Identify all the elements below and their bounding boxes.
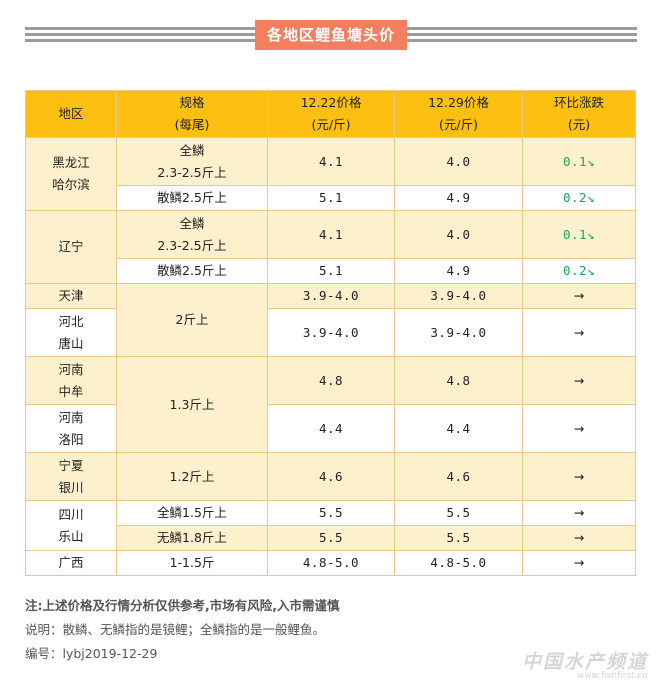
price-cell: 4.0 — [394, 210, 523, 259]
table-row: 河南 中牟 1.3斤上 4.8 4.8 → — [25, 356, 636, 453]
region-cell: 四川 乐山 — [25, 500, 117, 551]
region-cell: 广西 — [25, 550, 117, 576]
spec-cell: 1.3斤上 — [116, 356, 268, 453]
region-cell: 宁夏 银川 — [25, 452, 117, 501]
price-cell: 4.9 — [394, 258, 523, 284]
price-cell: 5.5 — [394, 500, 523, 526]
price-cell: 5.5 — [267, 500, 395, 526]
change-cell: → — [522, 452, 636, 501]
price-cell: 4.4 — [267, 404, 395, 453]
watermark-url: www.fishfirst.cn — [576, 671, 648, 681]
region-cell: 辽宁 — [25, 210, 117, 284]
price-cell: 3.9-4.0 — [267, 283, 395, 309]
serial-number: 编号：lybj2019-12-29 — [25, 646, 158, 661]
change-cell: → — [522, 500, 636, 526]
spec-cell: 散鳞2.5斤上 — [116, 258, 268, 284]
price-cell: 4.8-5.0 — [267, 550, 395, 576]
price-cell: 5.5 — [394, 525, 523, 551]
table-row: 广西 1-1.5斤 4.8-5.0 4.8-5.0 → — [25, 550, 636, 576]
table-row: 河南 洛阳 4.4 4.4 → — [25, 404, 636, 453]
table-header-row: 地区 规格 (每尾) 12.22价格 (元/斤) 12.29价格 (元/斤) 环比涨跌… — [25, 90, 636, 138]
page-title: 各地区鲤鱼塘头价 — [255, 20, 407, 50]
price-cell: 3.9-4.0 — [394, 308, 523, 357]
header-change: 环比涨跌 (元) — [522, 90, 636, 138]
disclaimer-note: 注:上述价格及行情分析仅供参考,市场有风险,入市需谨慎 — [25, 598, 340, 613]
region-cell: 黑龙江 哈尔滨 — [25, 137, 117, 211]
table-row: 四川 乐山 全鳞1.5斤上 5.5 5.5 → — [25, 500, 636, 551]
price-cell: 3.9-4.0 — [267, 308, 395, 357]
header-price-1222: 12.22价格 (元/斤) — [267, 90, 395, 138]
table-row: 散鳞2.5斤上 5.1 4.9 0.2↘ — [26, 258, 636, 284]
price-cell: 4.9 — [394, 185, 523, 211]
price-cell: 5.1 — [267, 258, 395, 284]
price-cell: 4.4 — [394, 404, 523, 453]
header-spec: 规格 (每尾) — [116, 90, 268, 138]
table-row: 宁夏 银川 1.2斤上 4.6 4.6 → — [25, 452, 636, 501]
change-cell: 0.2↘ — [522, 185, 636, 211]
change-cell: 0.1↘ — [522, 137, 636, 186]
spec-cell: 全鳞 2.3-2.5斤上 — [116, 137, 268, 186]
spec-cell: 散鳞2.5斤上 — [116, 185, 268, 211]
table-row: 天津 2斤上 3.9-4.0 3.9-4.0 → — [25, 283, 636, 357]
price-cell: 5.1 — [267, 185, 395, 211]
change-cell: → — [522, 308, 636, 357]
price-cell: 4.8 — [267, 356, 395, 405]
price-cell: 3.9-4.0 — [394, 283, 523, 309]
price-cell: 4.6 — [267, 452, 395, 501]
table-row: 黑龙江 哈尔滨 全鳞 2.3-2.5斤上 4.1 4.0 0.1↘ — [25, 137, 636, 211]
change-cell: 0.2↘ — [522, 258, 636, 284]
price-table: 地区 规格 (每尾) 12.22价格 (元/斤) 12.29价格 (元/斤) 环比涨跌… — [25, 90, 636, 576]
change-cell: → — [522, 525, 636, 551]
region-cell: 河南 中牟 — [25, 356, 117, 405]
table-row: 散鳞2.5斤上 5.1 4.9 0.2↘ — [26, 185, 636, 211]
watermark: 中国水产频道 www.fishfirst.cn — [522, 647, 648, 681]
region-cell: 河北 唐山 — [25, 308, 117, 357]
change-cell: 0.1↘ — [522, 210, 636, 259]
spec-cell: 1.2斤上 — [116, 452, 268, 501]
price-cell: 4.0 — [394, 137, 523, 186]
price-cell: 4.1 — [267, 210, 395, 259]
table-row: 河北 唐山 3.9-4.0 3.9-4.0 → — [25, 308, 636, 357]
spec-cell: 1-1.5斤 — [116, 550, 268, 576]
header-price-1229: 12.29价格 (元/斤) — [394, 90, 523, 138]
price-cell: 4.6 — [394, 452, 523, 501]
price-cell: 4.1 — [267, 137, 395, 186]
change-cell: → — [522, 356, 636, 405]
table-row: 无鳞1.8斤上 5.5 5.5 → — [26, 525, 636, 551]
change-cell: → — [522, 550, 636, 576]
change-cell: → — [522, 283, 636, 309]
price-cell: 4.8-5.0 — [394, 550, 523, 576]
region-cell: 河南 洛阳 — [25, 404, 117, 453]
notes: 注:上述价格及行情分析仅供参考,市场有风险,入市需谨慎 说明：散鳞、无鳞指的是镜… — [25, 594, 340, 666]
region-cell: 天津 — [25, 283, 117, 309]
price-cell: 4.8 — [394, 356, 523, 405]
header-region: 地区 — [25, 90, 117, 138]
spec-cell: 全鳞 2.3-2.5斤上 — [116, 210, 268, 259]
table-row: 辽宁 全鳞 2.3-2.5斤上 4.1 4.0 0.1↘ — [25, 210, 636, 284]
spec-cell: 2斤上 — [116, 283, 268, 357]
price-cell: 5.5 — [267, 525, 395, 551]
change-cell: → — [522, 404, 636, 453]
watermark-text: 中国水产频道 — [521, 651, 648, 673]
explanation-note: 说明：散鳞、无鳞指的是镜鲤；全鳞指的是一般鲤鱼。 — [25, 622, 326, 637]
spec-cell: 全鳞1.5斤上 — [116, 500, 268, 526]
spec-cell: 无鳞1.8斤上 — [116, 525, 268, 551]
